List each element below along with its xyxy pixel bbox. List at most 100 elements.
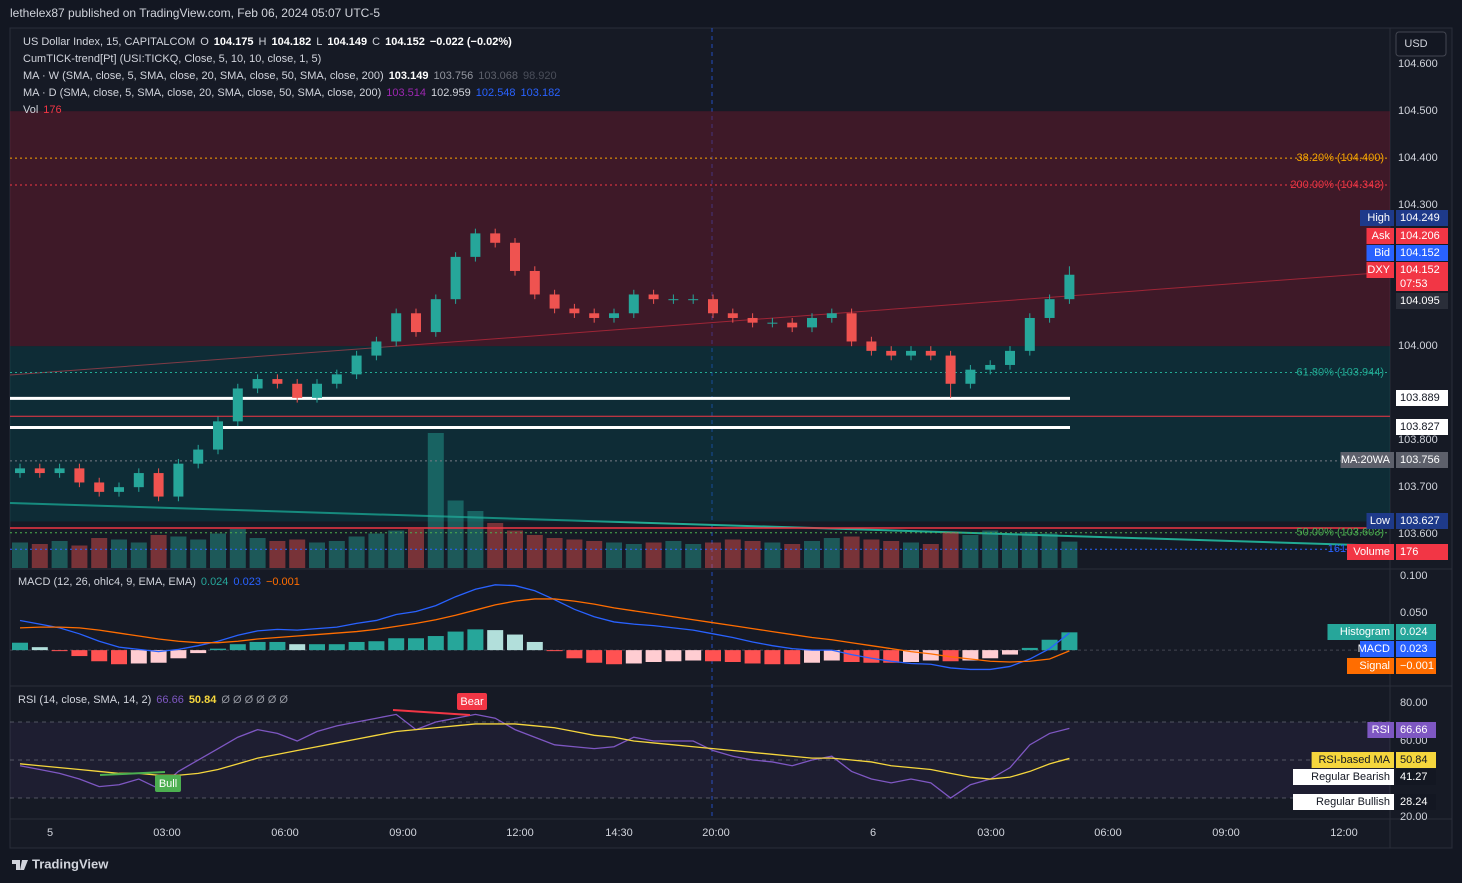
candle-body [193, 449, 204, 464]
candle-body [232, 388, 243, 422]
fib-label: 200.00% (104.343) [1290, 179, 1384, 191]
tag-value: 104.206 [1400, 230, 1440, 242]
candle-body [74, 468, 85, 483]
price-tick-label: 104.300 [1398, 199, 1438, 211]
histogram-bar [764, 650, 781, 665]
tag-label-bg [1347, 544, 1394, 560]
histogram-bar [982, 650, 999, 659]
fib-label: 38.20% (104.400) [1297, 152, 1384, 164]
tag-label-bg [1311, 752, 1394, 768]
histogram-bar [645, 650, 662, 662]
candle-body [925, 350, 936, 356]
tag-value: 0.023 [1400, 643, 1428, 655]
macd-line [19, 584, 1070, 671]
candle-body [787, 322, 798, 328]
macd-tick-label: 0.050 [1400, 607, 1428, 619]
tag-label: Low [1370, 515, 1390, 527]
volume-bar [903, 542, 919, 568]
time-label: 12:00 [506, 827, 534, 839]
histogram-bar [328, 644, 345, 651]
tag-value-bg [1396, 228, 1448, 244]
candle-body [1044, 299, 1055, 318]
legend-item: 103.149 [389, 70, 429, 82]
tag-label: MA:20WA [1341, 454, 1391, 466]
histogram-bar [566, 650, 583, 659]
candle-body [826, 313, 837, 318]
volume-bar [1002, 533, 1018, 568]
bull-label: Bull [159, 778, 177, 790]
tag-label-bg [1366, 228, 1394, 244]
volume-bar [309, 542, 325, 568]
legend-item: US Dollar Index, 15, CAPITALCOM [23, 36, 195, 48]
candle-body [668, 299, 679, 301]
histogram-bar [804, 650, 820, 663]
volume-bar [764, 542, 781, 568]
histogram-bar [526, 641, 543, 651]
volume-bar [111, 539, 127, 568]
volume-bar [71, 545, 88, 568]
histogram-bar [12, 642, 28, 651]
histogram-bar [368, 641, 385, 651]
legend: Vol 176 [23, 104, 62, 116]
legend-item: 0.023 [233, 576, 261, 588]
published: lethelex87 published on TradingView.com,… [10, 6, 380, 20]
candle-body [886, 350, 897, 356]
logo [12, 860, 28, 870]
tag-label: Signal [1359, 660, 1390, 672]
histogram-bar [408, 638, 424, 651]
candle-body [648, 294, 659, 300]
time-label: 09:00 [1212, 827, 1240, 839]
volume-bar [843, 536, 860, 568]
histogram-bar [586, 650, 603, 663]
volume-bar [1061, 541, 1078, 568]
volume-bar [487, 523, 504, 568]
legend-item: C [372, 36, 380, 48]
candle-body [292, 383, 303, 398]
tag-label: DXY [1367, 264, 1390, 276]
candle-body [490, 233, 501, 243]
tag-label-bg [1293, 794, 1394, 810]
volume-bar [566, 539, 583, 568]
currency-button[interactable] [1395, 31, 1447, 57]
histogram-bar [487, 630, 504, 651]
divergence [392, 709, 471, 716]
tag-value: 103.756 [1400, 454, 1440, 466]
tag-value-bg [1396, 390, 1448, 406]
legend-item: Ø Ø Ø Ø Ø Ø [221, 694, 288, 706]
tag-value: 103.827 [1400, 421, 1440, 433]
histogram-bar [111, 650, 127, 665]
candle-body [549, 294, 560, 309]
time-label: 09:00 [389, 827, 417, 839]
histogram-bar [625, 650, 642, 664]
tag-value-bg [1396, 658, 1436, 674]
countdown: 07:53 [1400, 278, 1428, 290]
tag-label-bg [1360, 210, 1394, 226]
histogram-bar [843, 650, 860, 662]
divergence [99, 771, 166, 776]
tag-label-bg [1293, 769, 1394, 785]
histogram-bar [447, 631, 464, 651]
tag-label-bg [1366, 513, 1394, 529]
histogram-bar [249, 641, 266, 651]
volume-bar [447, 500, 464, 568]
tag-label-bg [1340, 452, 1394, 468]
legend-item: 66.66 [156, 694, 184, 706]
candle-body [213, 421, 223, 450]
currency[interactable]: USD [1404, 38, 1427, 50]
legend: MACD (12, 26, ohlc4, 9, EMA, EMA) 0.024 0.… [18, 576, 300, 588]
volume-bar [51, 541, 68, 568]
legend: RSI (14, close, SMA, 14, 2) 66.66 50.84 Ø Ø… [18, 694, 288, 706]
histogram-bar [685, 650, 702, 661]
tag-value-bg [1396, 452, 1448, 468]
candle-body [430, 299, 441, 333]
rsi-tick-label: 80.00 [1400, 697, 1428, 709]
tag-value: 104.095 [1400, 295, 1440, 307]
histogram-bar [922, 650, 939, 661]
histogram-bar [467, 629, 484, 651]
time-label: 5 [47, 827, 53, 839]
histogram-bar [784, 650, 801, 665]
tag-label-bg [1360, 641, 1394, 657]
legend-item: 104.152 [385, 36, 425, 48]
volume-bar [784, 544, 801, 568]
histogram-bar [289, 644, 306, 651]
